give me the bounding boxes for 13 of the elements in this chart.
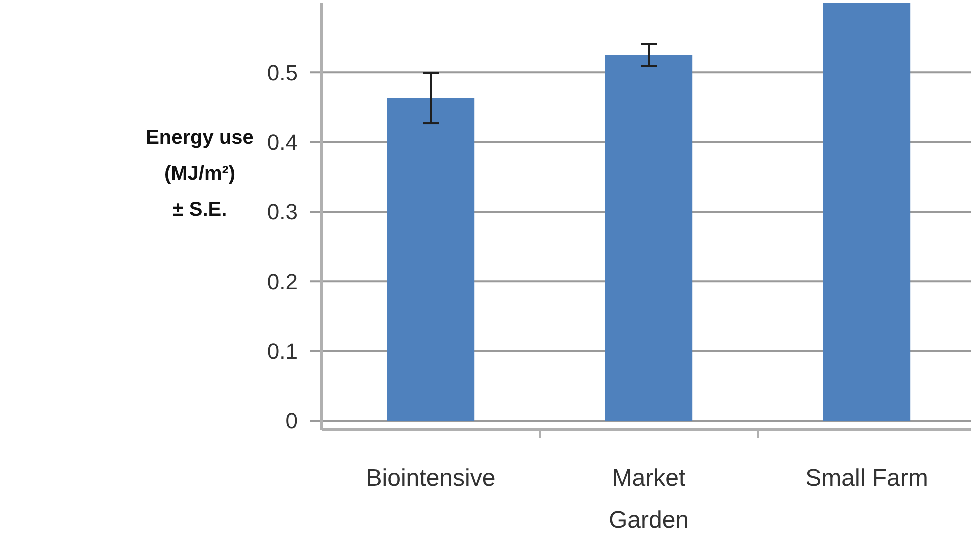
y-tick-label: 0.4 bbox=[267, 130, 298, 156]
x-tick-label: Market Garden bbox=[608, 465, 690, 534]
bar bbox=[387, 98, 475, 421]
y-tick-label: 0 bbox=[286, 408, 298, 434]
y-axis-title: Energy use (MJ/m²) ± S.E. bbox=[146, 127, 254, 221]
y-tick-label: 0.3 bbox=[267, 200, 298, 225]
y-tick-label: 0.5 bbox=[267, 60, 298, 86]
x-tick-label: Biointensive bbox=[366, 465, 496, 492]
y-tick-label: 0.1 bbox=[267, 339, 298, 364]
x-tick-label: Small Farm bbox=[806, 465, 928, 492]
bar bbox=[605, 55, 693, 421]
y-tick-label: 0.2 bbox=[267, 269, 298, 294]
bar bbox=[823, 3, 911, 421]
